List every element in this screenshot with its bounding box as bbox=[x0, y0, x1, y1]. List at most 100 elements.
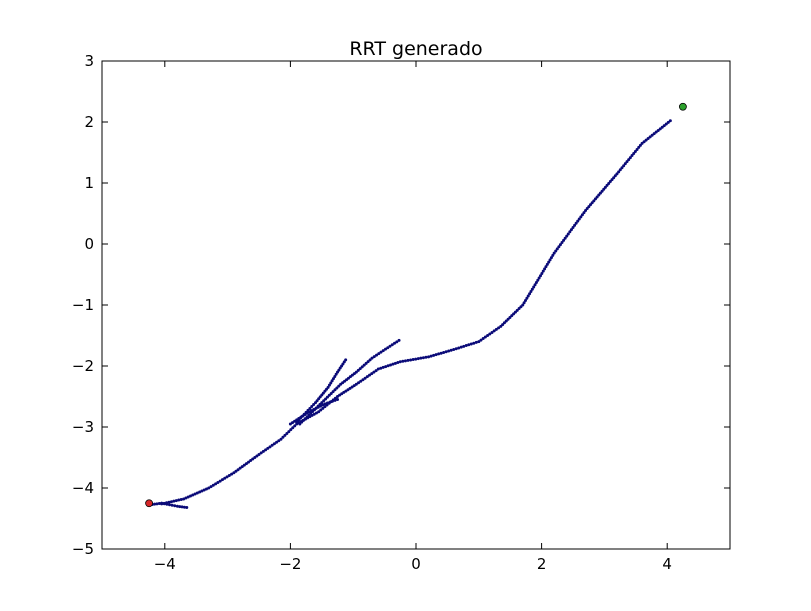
tree-node bbox=[530, 287, 534, 291]
tree-node bbox=[170, 503, 174, 507]
x-tick-label: 2 bbox=[537, 555, 547, 573]
tree-node bbox=[368, 358, 372, 362]
tree-node bbox=[459, 345, 463, 349]
tree-node bbox=[477, 340, 481, 344]
tree-node bbox=[249, 459, 253, 463]
tree-node bbox=[521, 303, 525, 307]
tree-node bbox=[452, 348, 456, 352]
tree-node bbox=[244, 462, 248, 466]
tree-node bbox=[386, 346, 390, 350]
tree-node bbox=[168, 503, 172, 507]
tree-node bbox=[333, 374, 337, 378]
tree-node bbox=[368, 373, 372, 377]
tree-node bbox=[182, 497, 186, 501]
tree-node bbox=[333, 388, 337, 392]
tree-node bbox=[472, 341, 476, 345]
tree-node bbox=[577, 217, 581, 221]
tree-branch-1 bbox=[298, 338, 401, 426]
tree-node bbox=[289, 428, 293, 432]
tree-node bbox=[375, 353, 379, 357]
tree-node bbox=[191, 493, 195, 497]
tree-node bbox=[157, 502, 161, 506]
tree-node bbox=[172, 499, 176, 503]
tree-branch-2 bbox=[295, 358, 348, 424]
y-tick-label: −5 bbox=[72, 540, 94, 558]
tree-node bbox=[180, 505, 184, 509]
tree-node bbox=[427, 355, 431, 359]
tree-node bbox=[411, 358, 415, 362]
tree-node bbox=[330, 399, 334, 403]
tree-node bbox=[660, 125, 664, 129]
tree-branch-4 bbox=[160, 501, 189, 510]
tree-node bbox=[549, 256, 553, 260]
tree-node bbox=[494, 327, 498, 331]
tree-node bbox=[637, 145, 641, 149]
tree-node bbox=[539, 274, 543, 278]
tree-node bbox=[618, 168, 622, 172]
tree-node bbox=[552, 251, 556, 255]
tree-node bbox=[328, 400, 332, 404]
tree-node bbox=[654, 130, 658, 134]
tree-node bbox=[225, 475, 229, 479]
tree-node bbox=[321, 406, 325, 410]
tree-node bbox=[240, 465, 244, 469]
tree-node bbox=[317, 410, 321, 414]
tree-node bbox=[323, 405, 327, 409]
tree-node bbox=[327, 393, 331, 397]
tree-node bbox=[393, 361, 397, 365]
tree-node bbox=[635, 147, 639, 151]
tree-node bbox=[393, 341, 397, 345]
tree-node bbox=[169, 500, 173, 504]
tree-node bbox=[261, 449, 265, 453]
tree-node bbox=[322, 399, 326, 403]
tree-node bbox=[632, 152, 636, 156]
tree-node bbox=[270, 443, 274, 447]
tree-node bbox=[497, 326, 501, 330]
tree-node bbox=[386, 364, 390, 368]
tree-node bbox=[381, 365, 385, 369]
tree-node bbox=[344, 358, 348, 362]
endpoint-markers bbox=[145, 102, 687, 508]
tree-node bbox=[656, 128, 660, 132]
tree-node bbox=[308, 406, 312, 410]
tree-node bbox=[362, 363, 366, 367]
tree-node bbox=[627, 158, 631, 162]
tree-node bbox=[525, 296, 529, 300]
tree-node bbox=[536, 278, 540, 282]
tree-node bbox=[314, 406, 318, 410]
tree-node bbox=[391, 362, 395, 366]
tree-node bbox=[557, 245, 561, 249]
tree-node bbox=[439, 351, 443, 355]
tree-node bbox=[283, 433, 287, 437]
tree-node bbox=[481, 337, 485, 341]
tree-node bbox=[184, 496, 188, 500]
tree-node bbox=[390, 343, 394, 347]
tree-node bbox=[462, 344, 466, 348]
tree-node bbox=[615, 172, 619, 176]
tree-node bbox=[396, 361, 400, 365]
tree-node bbox=[424, 355, 428, 359]
tree-node bbox=[214, 482, 218, 486]
tree-node bbox=[533, 283, 537, 287]
tree-node bbox=[293, 424, 297, 428]
tree-node bbox=[356, 368, 360, 372]
tree-node bbox=[437, 352, 441, 356]
tree-node bbox=[312, 407, 316, 411]
tree-node bbox=[488, 332, 492, 336]
tree-node bbox=[358, 367, 362, 371]
y-tick-label: 0 bbox=[84, 235, 94, 253]
tree-node bbox=[370, 372, 374, 376]
goal-point bbox=[679, 102, 687, 111]
tree-node bbox=[167, 500, 171, 504]
tree-node bbox=[279, 437, 283, 441]
start-point bbox=[145, 499, 154, 508]
tree-node bbox=[324, 397, 328, 401]
tree-node bbox=[644, 138, 648, 142]
tree-node bbox=[401, 359, 405, 363]
tree-node bbox=[432, 353, 436, 357]
tree-node bbox=[529, 289, 533, 293]
tree-node bbox=[442, 350, 446, 354]
tree-node bbox=[326, 385, 330, 389]
tree-node bbox=[325, 395, 329, 399]
